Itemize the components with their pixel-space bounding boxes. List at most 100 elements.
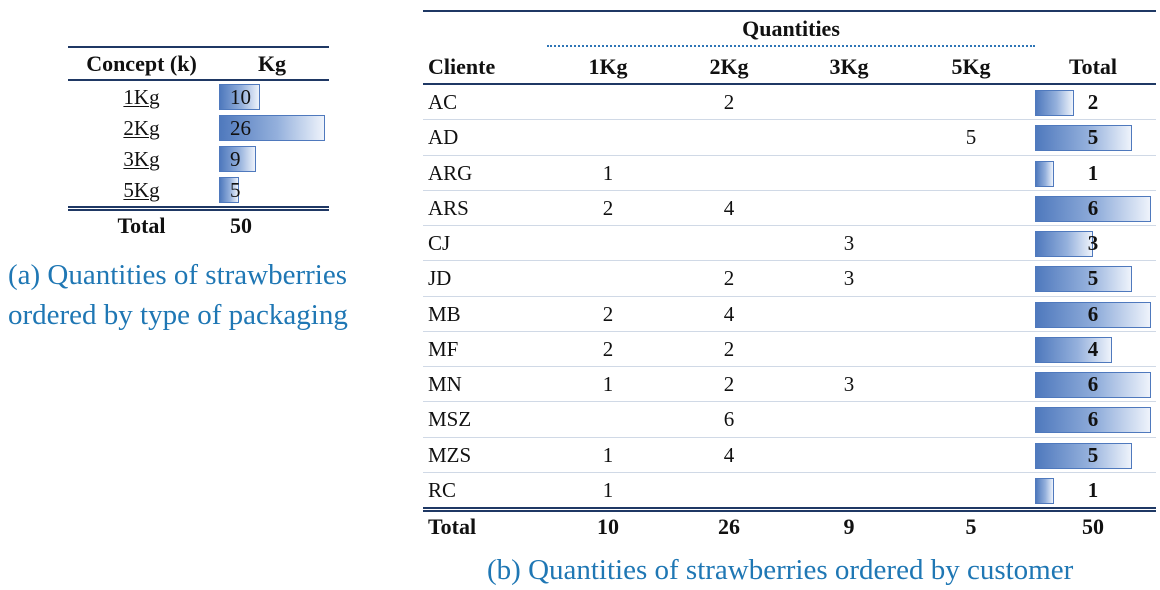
quantity-cell-k2: 2 [723,266,735,291]
table-a-row-3kg: 3Kg 9 [68,143,329,175]
table-a-total-label: Total [117,213,166,238]
table-row: MB 2 4 6 [423,297,1156,332]
client-cell: MZS [428,442,472,467]
table-a-row-2kg: 2Kg 26 [68,112,329,144]
quantity-cell-k1: 1 [602,372,614,396]
total-cell: 5 [1087,266,1099,291]
quantity-cell-k2: 2 [723,336,735,361]
quantity-cell-k5: 5 [965,125,977,150]
quantity-cell-k1: 1 [602,160,614,185]
total-databar [1035,477,1054,504]
table-a-value-1kg: 10 [230,85,251,109]
table-b-top-rule [423,10,1156,12]
caption-a: (a) Quantities of strawberries ordered b… [8,255,408,335]
total-cell: 1 [1087,477,1099,502]
table-b-header-total: Total [1068,54,1118,79]
client-cell: JD [428,266,452,291]
table-row: MZS 1 4 5 [423,438,1156,473]
table-b-header-client: Cliente [428,54,496,79]
table-row: JD 2 3 5 [423,261,1156,297]
client-cell: ARS [428,195,469,220]
total-cell: 6 [1087,195,1099,220]
quantity-cell-k3: 3 [843,231,855,255]
quantity-cell-k1: 2 [602,195,614,220]
table-a-value-5kg: 5 [230,178,241,202]
table-a-concept-5kg: 5Kg [123,178,160,202]
table-b-header-rule [423,83,1156,85]
quantity-cell-k2: 2 [723,90,735,114]
total-cell: 5 [1087,125,1099,150]
table-a-concept-2kg: 2Kg [123,116,160,140]
client-cell: AD [428,125,459,150]
table-b-total-double-rule [423,507,1156,512]
table-a-value-3kg: 9 [230,147,241,171]
client-cell: ARG [428,160,473,185]
table-row: RC 1 1 [423,473,1156,508]
caption-a-line-2: ordered by type of packaging [8,299,348,331]
total-databar [1035,90,1074,116]
client-cell: CJ [428,231,451,255]
caption-a-line-1: (a) Quantities of strawberries [8,259,348,291]
table-a-row-1kg: 1Kg 10 [68,81,329,113]
packaging-summary-table: Concept (k) Kg 1Kg 10 2Kg 26 3Kg 9 5Kg 5… [68,46,329,242]
table-a-header-rule [68,79,329,81]
table-a-concept-3kg: 3Kg [123,147,160,171]
table-b-header-2kg: 2Kg [709,54,749,79]
table-b-header-1kg: 1Kg [588,54,628,79]
total-cell: 4 [1087,336,1099,361]
table-b-total-total: 50 [1082,514,1104,539]
total-cell: 5 [1087,442,1099,467]
quantity-cell-k2: 4 [723,301,735,326]
client-cell: MB [428,301,461,326]
total-databar [1035,160,1054,187]
table-a-row-5kg: 5Kg 5 [68,174,329,206]
quantity-cell-k1: 1 [602,477,614,502]
total-cell: 6 [1087,301,1099,326]
table-row: CJ 3 3 [423,226,1156,262]
table-a-header-concept: Concept (k) [86,51,197,76]
table-row: ARS 2 4 6 [423,191,1156,226]
table-b-group-dotted-rule [547,45,1035,47]
total-databar [1035,301,1151,328]
total-cell: 2 [1087,90,1099,114]
table-b-group-header: Quantities [742,16,840,41]
quantity-cell-k1: 1 [602,442,614,467]
table-a-top-rule [68,46,329,48]
total-databar [1035,442,1132,469]
total-databar [1035,407,1151,434]
total-databar [1035,125,1132,152]
total-cell: 3 [1087,231,1099,255]
client-cell: AC [428,90,458,114]
quantity-cell-k2: 4 [723,442,735,467]
table-a-header-kg: Kg [257,51,287,76]
table-row: MN 1 2 3 6 [423,367,1156,403]
quantity-cell-k2: 2 [723,372,735,396]
quantity-cell-k3: 3 [843,266,855,291]
table-a-total-double-rule [68,206,329,211]
total-databar [1035,195,1151,222]
client-cell: MN [428,372,462,396]
table-a-value-2kg: 26 [230,116,251,140]
quantity-cell-k1: 2 [602,336,614,361]
total-cell: 6 [1087,407,1099,432]
table-b-total-3kg: 9 [843,514,855,539]
table-a-databar-1kg [219,84,260,110]
quantity-cell-k2: 4 [723,195,735,220]
total-databar [1035,231,1093,257]
table-b-total-label: Total [428,514,477,539]
caption-b: (b) Quantities of strawberries ordered b… [487,554,1074,586]
table-a-databar-2kg [219,115,325,141]
table-a-concept-1kg: 1Kg [123,85,160,109]
table-b-total-5kg: 5 [965,514,977,539]
customer-quantities-table: Quantities Cliente 1Kg 2Kg 3Kg 5Kg Total… [423,10,1156,546]
client-cell: RC [428,477,457,502]
table-b-total-1kg: 10 [597,514,619,539]
table-row: AD 5 5 [423,120,1156,156]
table-row: MF 2 2 4 [423,332,1156,367]
table-b-total-2kg: 26 [718,514,740,539]
total-databar [1035,336,1112,363]
client-cell: MF [428,336,459,361]
table-row: MSZ 6 6 [423,402,1156,438]
total-cell: 1 [1087,160,1099,185]
table-a-total-value: 50 [230,213,252,238]
